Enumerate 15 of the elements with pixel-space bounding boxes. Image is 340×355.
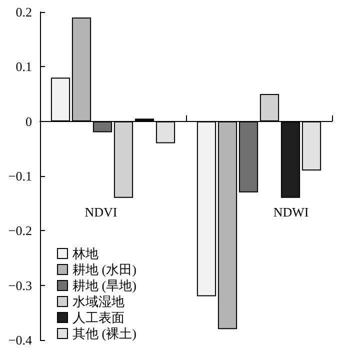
y-tick-label: 0.2 xyxy=(16,4,32,20)
legend-label: 耕地 (水田) xyxy=(72,262,136,277)
y-tick-label: 0 xyxy=(26,114,32,129)
legend-label: 人工表面 xyxy=(72,310,124,325)
y-tick-label: −0.1 xyxy=(8,168,32,184)
y-tick-label: −0.4 xyxy=(8,332,32,348)
y-tick-label: −0.3 xyxy=(8,278,32,293)
x-tick-label: NDVI xyxy=(84,204,118,220)
legend-label: 水域湿地 xyxy=(72,294,124,309)
y-tick-label: 0.1 xyxy=(16,59,32,74)
legend-label: 其他 (裸土) xyxy=(72,326,136,341)
legend-label: 林地 xyxy=(72,246,98,261)
legend-label: 耕地 (旱地) xyxy=(72,278,136,293)
y-tick-label: −0.2 xyxy=(8,223,32,238)
x-tick-label: NDWI xyxy=(273,204,309,220)
